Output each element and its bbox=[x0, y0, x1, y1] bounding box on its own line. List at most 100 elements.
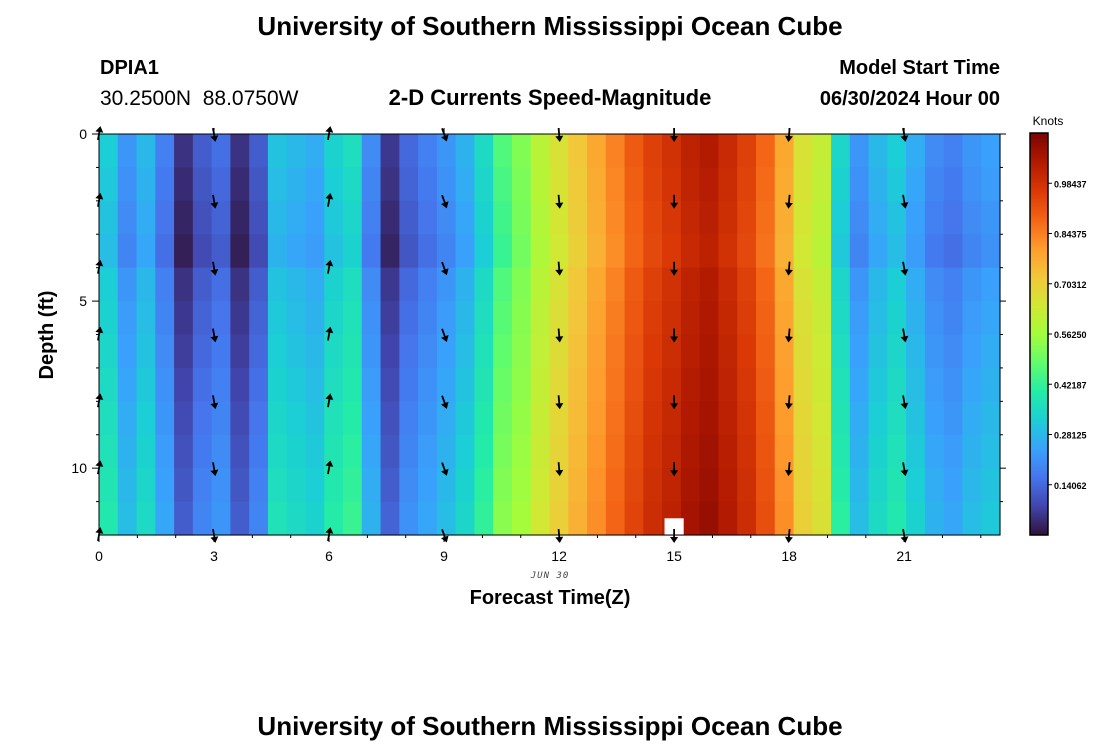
current-arrow bbox=[325, 259, 334, 274]
heatmap-cell bbox=[849, 334, 870, 369]
heatmap-cell bbox=[361, 367, 382, 402]
heatmap-cell bbox=[662, 401, 682, 436]
heatmap-cell bbox=[343, 301, 363, 336]
heatmap-cell bbox=[174, 468, 194, 503]
heatmap-cell bbox=[868, 468, 888, 503]
heatmap-cell bbox=[361, 401, 382, 436]
heatmap-cell bbox=[924, 367, 945, 402]
model-start-value: 06/30/2024 Hour 00 bbox=[820, 88, 1000, 110]
heatmap-cell bbox=[587, 167, 607, 202]
heatmap-cell bbox=[831, 301, 851, 336]
heatmap-cell bbox=[943, 301, 964, 336]
heatmap-cell bbox=[849, 501, 870, 536]
heatmap-cell bbox=[568, 301, 588, 336]
heatmap-cell bbox=[267, 134, 288, 169]
heatmap-cell bbox=[530, 334, 551, 369]
heatmap-cell bbox=[605, 234, 626, 269]
heatmap-cell bbox=[774, 367, 795, 402]
heatmap-cell bbox=[868, 200, 888, 235]
heatmap-cell bbox=[305, 434, 325, 469]
heatmap-cell bbox=[99, 367, 119, 402]
heatmap-cell bbox=[305, 167, 325, 202]
heatmap-cell bbox=[868, 401, 888, 436]
heatmap-cell bbox=[249, 200, 269, 235]
current-arrow bbox=[441, 194, 449, 209]
heatmap-cell bbox=[117, 301, 138, 336]
heatmap-cell bbox=[755, 234, 776, 269]
heatmap-cell bbox=[680, 367, 701, 402]
heatmap-cell bbox=[943, 134, 964, 169]
heatmap-cell bbox=[418, 434, 438, 469]
heatmap-cell bbox=[361, 501, 382, 536]
heatmap-cell bbox=[305, 200, 325, 235]
heatmap-cell bbox=[737, 134, 757, 169]
heatmap-cell bbox=[605, 334, 626, 369]
heatmap-cell bbox=[887, 200, 907, 235]
heatmap-cell bbox=[436, 234, 457, 269]
heatmap-cell bbox=[474, 501, 494, 536]
heatmap-cell bbox=[380, 434, 400, 469]
heatmap-cell bbox=[943, 267, 964, 302]
heatmap-cell bbox=[943, 167, 964, 202]
heatmap-cell bbox=[436, 434, 457, 469]
heatmap-cell bbox=[192, 501, 213, 536]
heatmap-cell bbox=[981, 501, 1001, 536]
heatmap-cell bbox=[793, 401, 813, 436]
heatmap-cell bbox=[99, 401, 119, 436]
heatmap-cell bbox=[99, 434, 119, 469]
heatmap-cell bbox=[99, 301, 119, 336]
heatmap-cell bbox=[286, 301, 307, 336]
heatmap-cell bbox=[962, 167, 982, 202]
current-arrow bbox=[441, 395, 449, 409]
heatmap-cell bbox=[117, 134, 138, 169]
current-arrow bbox=[555, 395, 564, 410]
y-tick-label: 0 bbox=[79, 126, 87, 142]
heatmap-cell bbox=[924, 434, 945, 469]
heatmap-cell bbox=[849, 468, 870, 503]
heatmap-cell bbox=[249, 134, 269, 169]
heatmap-cell bbox=[887, 468, 907, 503]
heatmap-cell bbox=[718, 334, 738, 369]
heatmap-cell bbox=[699, 367, 720, 402]
current-arrow bbox=[670, 395, 679, 410]
heatmap-cell bbox=[943, 501, 964, 536]
heatmap-cell bbox=[174, 367, 194, 402]
heatmap-cell bbox=[568, 200, 588, 235]
heatmap-cell bbox=[605, 167, 626, 202]
current-arrow bbox=[210, 328, 219, 343]
heatmap-cell bbox=[887, 401, 907, 436]
heatmap-cell bbox=[868, 267, 888, 302]
heatmap-cell bbox=[418, 167, 438, 202]
heatmap-cell bbox=[343, 134, 363, 169]
heatmap-cell bbox=[587, 501, 607, 536]
heatmap-cell bbox=[174, 434, 194, 469]
heatmap-cell bbox=[455, 434, 476, 469]
heatmap-cell bbox=[530, 501, 551, 536]
heatmap-cell bbox=[755, 401, 776, 436]
heatmap-cell bbox=[474, 434, 494, 469]
heatmap-cell bbox=[605, 367, 626, 402]
heatmap-cell bbox=[831, 367, 851, 402]
heatmap-cell bbox=[418, 301, 438, 336]
current-arrow bbox=[670, 462, 679, 477]
current-arrow bbox=[441, 462, 449, 476]
heatmap-cell bbox=[699, 234, 720, 269]
heatmap-cell bbox=[136, 468, 156, 503]
heatmap-cell bbox=[249, 234, 269, 269]
heatmap-cell bbox=[286, 200, 307, 235]
colorbar-ticks: 0.14062 0.28125 0.42187 0.56250 0.70312 0.843… bbox=[1048, 179, 1087, 491]
heatmap-cell bbox=[774, 234, 795, 269]
heatmap-cell bbox=[755, 200, 776, 235]
heatmap-cell bbox=[643, 501, 663, 536]
heatmap-cell bbox=[267, 401, 288, 436]
heatmap-cell bbox=[868, 234, 888, 269]
heatmap-cell bbox=[924, 301, 945, 336]
heatmap-cell bbox=[587, 401, 607, 436]
heatmap-cell bbox=[849, 267, 870, 302]
heatmap-cell bbox=[286, 234, 307, 269]
heatmap-cell bbox=[511, 301, 532, 336]
heatmap-cell bbox=[887, 501, 907, 536]
heatmap-cell bbox=[924, 234, 945, 269]
heatmap-cell bbox=[343, 401, 363, 436]
heatmap-cell bbox=[793, 234, 813, 269]
